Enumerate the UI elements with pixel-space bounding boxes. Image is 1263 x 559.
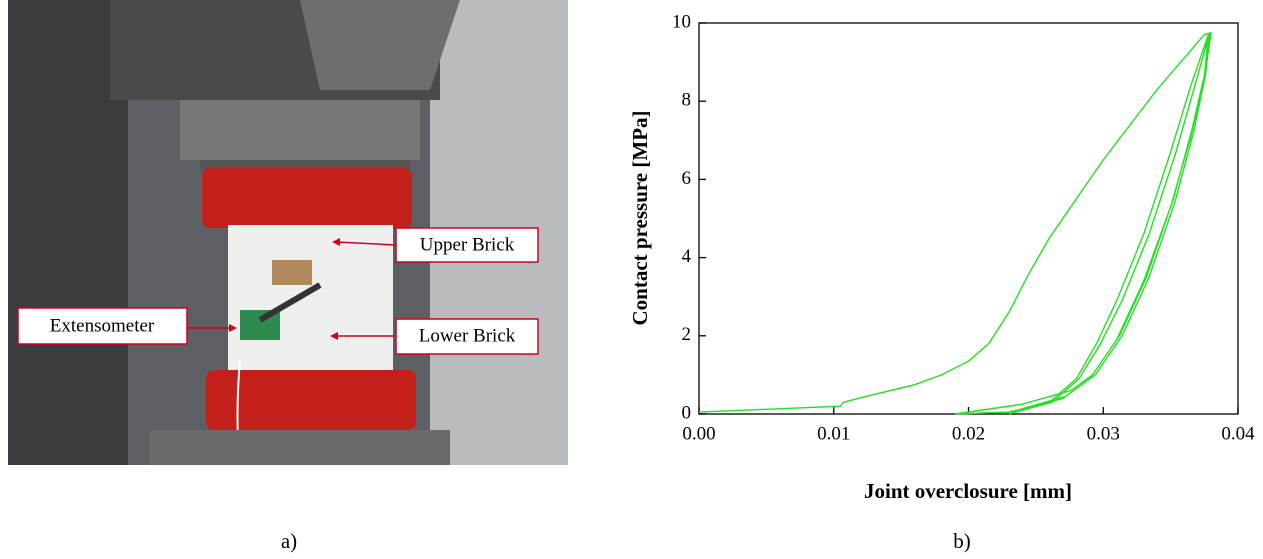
caption: a) (281, 529, 297, 553)
photo-label: Lower Brick (419, 325, 516, 346)
figure-canvas: Upper Brick Lower Brick Extensometer a) … (0, 0, 1263, 559)
y-tick-label: 10 (672, 11, 691, 32)
x-tick-label: 0.03 (1087, 423, 1120, 444)
x-tick-label: 0.02 (952, 423, 985, 444)
y-tick-label: 0 (682, 402, 692, 423)
y-tick-label: 2 (682, 324, 692, 345)
y-axis-title: Contact pressure [MPa] (628, 110, 652, 325)
x-tick-label: 0.01 (817, 423, 850, 444)
x-tick-label: 0.04 (1221, 423, 1255, 444)
plot-frame (699, 23, 1238, 414)
y-tick-label: 6 (682, 168, 692, 189)
x-tick-label: 0.00 (682, 423, 715, 444)
y-tick-label: 4 (682, 246, 692, 267)
y-tick-label: 8 (682, 90, 692, 111)
data-line (699, 33, 1211, 414)
photo-label: Extensometer (50, 315, 155, 336)
figure: Upper Brick Lower Brick Extensometer a) … (0, 0, 1263, 559)
caption: b) (953, 529, 971, 553)
photo-label: Upper Brick (420, 234, 515, 255)
x-axis-title: Joint overclosure [mm] (864, 479, 1072, 503)
